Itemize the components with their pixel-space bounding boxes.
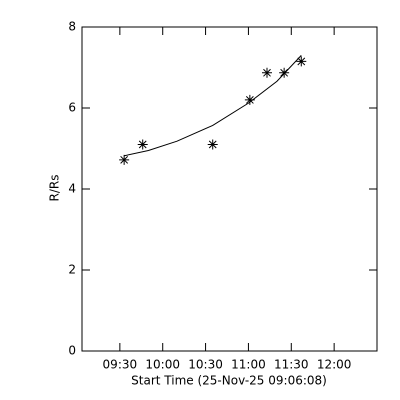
x-tick-label: 10:00 xyxy=(145,358,180,372)
y-tick-label: 2 xyxy=(68,263,76,277)
x-tick-label: 11:30 xyxy=(274,358,309,372)
data-point xyxy=(279,67,290,78)
y-axis-title: R/Rs xyxy=(48,175,62,202)
y-tick-label: 0 xyxy=(68,344,76,358)
data-point xyxy=(244,94,255,105)
y-tick-label: 4 xyxy=(68,182,76,196)
data-point xyxy=(137,139,148,150)
fit-curve xyxy=(124,55,302,157)
data-point xyxy=(296,56,307,67)
plot-frame xyxy=(81,26,378,352)
x-tick-label: 10:30 xyxy=(188,358,223,372)
data-point xyxy=(119,154,130,165)
y-tick-label: 8 xyxy=(68,20,76,34)
x-tick-label: 12:00 xyxy=(317,358,352,372)
x-tick-label: 11:00 xyxy=(231,358,266,372)
data-point xyxy=(207,139,218,150)
x-axis-title: Start Time (25-Nov-25 09:06:08) xyxy=(131,374,327,388)
x-tick-label: 09:30 xyxy=(103,358,138,372)
y-tick-label: 6 xyxy=(68,101,76,115)
data-point xyxy=(262,67,272,78)
